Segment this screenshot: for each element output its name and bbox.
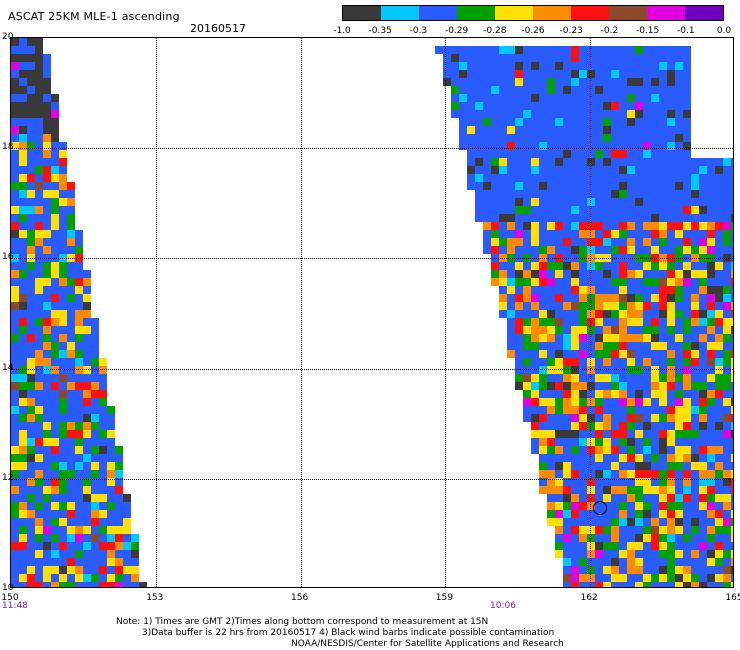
longitude-label: 159 (435, 593, 453, 603)
latitude-label: 12 (2, 472, 14, 483)
legend-label: -0.1 (677, 26, 695, 36)
longitude-label: 165 (725, 593, 740, 603)
meridian-line (300, 38, 302, 587)
legend-label: 0.0 (716, 26, 732, 36)
legend-swatch (647, 6, 685, 20)
parallel-line (11, 148, 733, 150)
meridian-line (590, 38, 592, 587)
map-title: ASCAT 25KM MLE-1 ascending (8, 10, 180, 23)
legend-label: -0.2 (600, 26, 619, 36)
latitude-label: 14 (2, 362, 14, 373)
meridian-line (445, 38, 447, 587)
legend-label: -0.15 (635, 26, 660, 36)
legend-swatch (343, 6, 381, 20)
longitude-label: 150 (1, 593, 19, 603)
latitude-label: 16 (2, 252, 14, 263)
legend-label: -0.28 (483, 26, 507, 36)
longitude-label: 162 (580, 593, 598, 603)
color-legend (342, 5, 724, 21)
legend-swatch (495, 6, 533, 20)
latitude-label: 18 (2, 142, 14, 153)
legend-label: -0.3 (409, 26, 428, 36)
legend-swatch (685, 6, 723, 20)
map-date: 20160517 (190, 22, 246, 35)
note-line-2: 3)Data buffer is 22 hrs from 20160517 4)… (142, 628, 555, 638)
latitude-label: 10 (2, 583, 14, 593)
time-left: 11:48 (2, 601, 28, 611)
legend-swatch (609, 6, 647, 20)
legend-label: -0.23 (559, 26, 583, 36)
legend-swatch (419, 6, 457, 20)
legend-swatch (457, 6, 495, 20)
longitude-label: 153 (146, 593, 164, 603)
legend-swatch (533, 6, 571, 20)
note-line-1: Note: 1) Times are GMT 2)Times along bot… (116, 617, 489, 627)
contamination-flag (593, 501, 607, 515)
legend-label: -0.29 (444, 26, 469, 36)
parallel-line (11, 478, 733, 480)
parallel-line (11, 368, 733, 370)
legend-swatch (571, 6, 609, 20)
legend-swatch (381, 6, 419, 20)
legend-label: -0.35 (368, 26, 392, 36)
time-right: 10:06 (490, 601, 516, 611)
parallel-line (11, 258, 733, 260)
legend-label: -0.26 (521, 26, 545, 36)
latitude-label: 20 (2, 32, 14, 42)
swath-cells (11, 38, 733, 587)
note-line-3: NOAA/NESDIS/Center for Satellite Applica… (291, 639, 564, 649)
meridian-line (155, 38, 157, 587)
scatterometer-map (10, 37, 734, 588)
longitude-label: 156 (291, 593, 309, 603)
legend-label: -1.0 (333, 26, 351, 36)
